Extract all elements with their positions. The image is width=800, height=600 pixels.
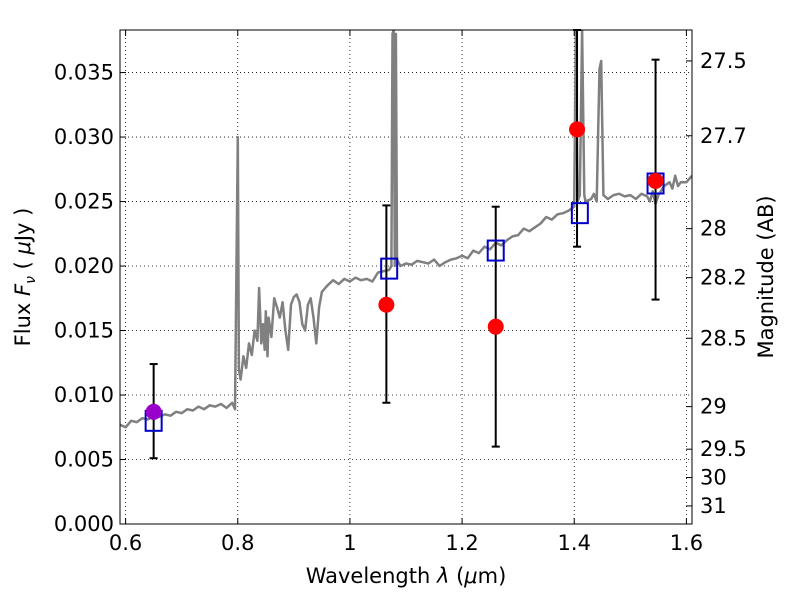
y2-tick-label: 28 [700,217,727,241]
y2-tick-label: 29.5 [700,437,747,461]
y-axis-label: Flux Fν ( μJy ) [11,208,39,347]
x-tick-label: 0.8 [221,531,254,555]
x-tick-label: 1.6 [670,531,703,555]
y-tick-label: 0.010 [54,383,114,407]
y-tick-label: 0.015 [54,319,114,343]
y-tick-label: 0.035 [54,61,114,85]
y2-tick-label: 28.2 [700,266,747,290]
y2-tick-label: 27.5 [700,49,747,73]
y2-axis-label: Magnitude (AB) [754,195,778,358]
y-tick-label: 0.000 [54,512,114,536]
model-square-marker [486,239,505,262]
y-tick-label: 0.030 [54,125,114,149]
x-tick-label: 1.4 [558,531,591,555]
y-tick-label: 0.005 [54,448,114,472]
y-axis-ticks: 0.000 0.005 0.010 0.015 0.020 0.025 0.030 0.035 [54,61,126,536]
plot-frame [119,29,693,525]
plot-area [120,29,692,460]
y2-tick-label: 27.7 [700,124,747,148]
observed-point [487,318,504,335]
model-square-marker [380,257,399,280]
y-tick-label: 0.025 [54,190,114,214]
x-tick-label: 1 [343,531,356,555]
x-tick-label: 0.6 [109,531,142,555]
spectrum-line [120,30,692,429]
observed-point [569,121,586,138]
marker-layer [144,121,665,432]
spectrum-layer [120,30,692,429]
y2-tick-label: 31 [700,494,727,518]
x-tick-label: 1.2 [445,531,478,555]
observed-point [647,172,664,189]
observed-point [378,296,395,313]
y2-tick-label: 28.5 [700,326,747,350]
model-square-marker [570,202,589,225]
optical-point [145,403,162,420]
y-tick-label: 0.020 [54,254,114,278]
y2-tick-label: 29 [700,395,727,419]
y2-axis-ticks: 27.5 27.7 28 28.2 28.5 29 29.5 30 31 [686,49,747,518]
x-axis-ticks: 0.6 0.8 1 1.2 1.4 1.6 [109,30,703,555]
y2-tick-label: 30 [700,466,727,490]
x-axis-label: Wavelength λ (μm) [306,564,507,588]
